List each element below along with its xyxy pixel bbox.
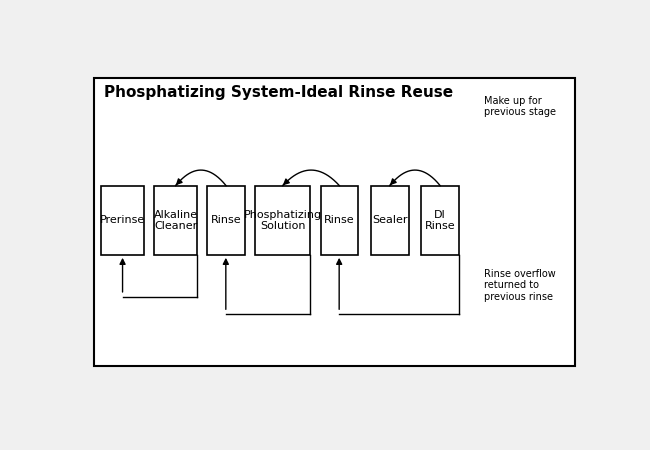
- Text: Prerinse: Prerinse: [100, 215, 146, 225]
- Text: Rinse overflow
returned to
previous rinse: Rinse overflow returned to previous rins…: [484, 269, 556, 302]
- Text: DI
Rinse: DI Rinse: [425, 210, 456, 231]
- FancyBboxPatch shape: [94, 78, 575, 366]
- Text: Phosphatizing System-Ideal Rinse Reuse: Phosphatizing System-Ideal Rinse Reuse: [104, 85, 453, 100]
- FancyBboxPatch shape: [320, 186, 358, 255]
- FancyBboxPatch shape: [154, 186, 197, 255]
- FancyBboxPatch shape: [255, 186, 311, 255]
- Text: Alkaline
Cleaner: Alkaline Cleaner: [153, 210, 198, 231]
- Text: Phosphatizing
Solution: Phosphatizing Solution: [244, 210, 322, 231]
- Text: Rinse: Rinse: [324, 215, 355, 225]
- FancyBboxPatch shape: [207, 186, 245, 255]
- FancyBboxPatch shape: [421, 186, 459, 255]
- FancyBboxPatch shape: [371, 186, 409, 255]
- Text: Rinse: Rinse: [211, 215, 241, 225]
- Text: Make up for
previous stage: Make up for previous stage: [484, 95, 556, 117]
- Text: Sealer: Sealer: [372, 215, 408, 225]
- FancyBboxPatch shape: [101, 186, 144, 255]
